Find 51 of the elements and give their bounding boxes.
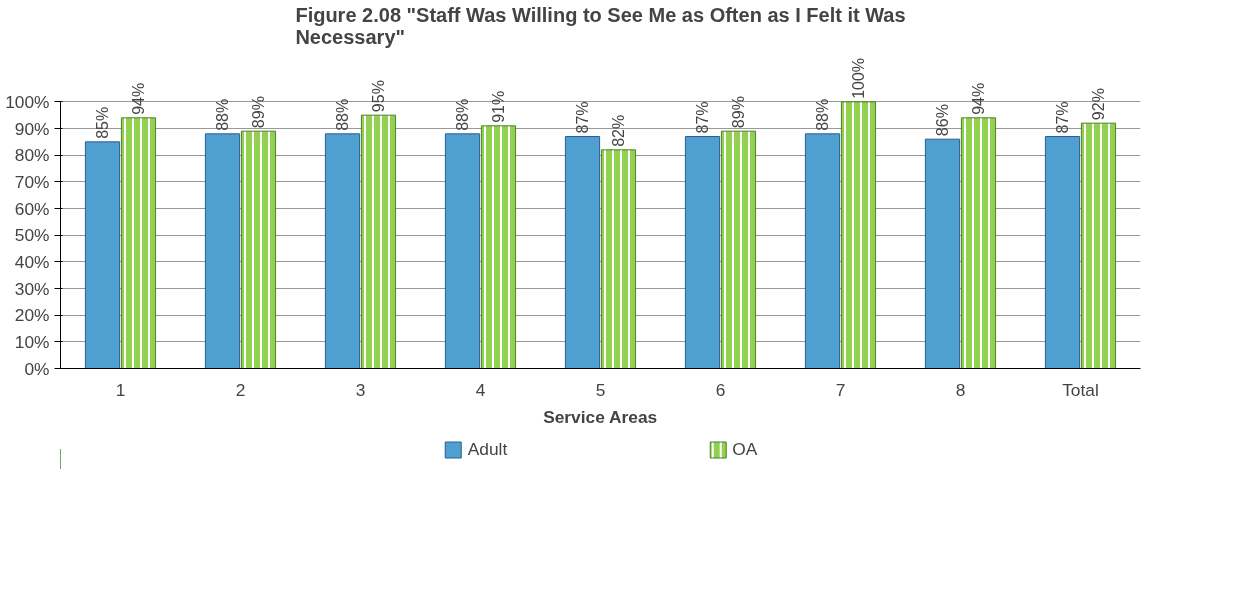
y-tick-label: 50%	[14, 225, 50, 246]
data-label: 95%	[370, 80, 387, 113]
bar	[804, 133, 841, 369]
y-tick-label: 90%	[14, 118, 50, 139]
data-label: 87%	[574, 101, 591, 134]
data-label: 88%	[454, 98, 471, 131]
data-label: 87%	[1054, 101, 1071, 134]
data-label: 89%	[730, 96, 747, 129]
y-tick-label: 80%	[14, 145, 50, 166]
data-label: 88%	[214, 98, 231, 131]
legend-label: OA	[732, 438, 758, 460]
y-tick-label: 40%	[14, 251, 50, 272]
data-label: 85%	[94, 106, 111, 139]
x-tick-label: 8	[955, 379, 966, 400]
bar	[204, 133, 241, 369]
bar	[1044, 136, 1081, 369]
data-label: 94%	[130, 82, 147, 115]
x-tick-label: 5	[595, 379, 606, 400]
x-tick-label: 2	[235, 379, 246, 400]
data-label: 94%	[970, 82, 987, 115]
data-label: 88%	[334, 98, 351, 131]
x-tick-label: Total	[1062, 379, 1099, 400]
bar	[84, 141, 121, 369]
bar	[444, 133, 481, 369]
bar	[924, 138, 961, 369]
x-tick-label: 3	[355, 379, 366, 400]
x-tick-label: 6	[715, 379, 726, 400]
x-axis-title: Service Areas	[543, 406, 658, 427]
x-tick-label: 4	[475, 379, 486, 400]
y-tick-label: 60%	[14, 198, 50, 219]
data-label: 88%	[814, 98, 831, 131]
data-label: 87%	[694, 101, 711, 134]
y-tick-label: 30%	[14, 278, 50, 299]
y-tick-label: 20%	[14, 305, 50, 326]
bar	[324, 133, 361, 369]
data-label: 82%	[610, 114, 627, 147]
data-label: 91%	[490, 90, 507, 123]
legend-label: Adult	[467, 438, 508, 460]
x-tick-label: 7	[835, 379, 846, 400]
y-tick-label: 70%	[14, 171, 50, 192]
bar	[564, 136, 601, 369]
data-label: 89%	[250, 96, 267, 129]
data-label: 86%	[934, 104, 951, 137]
data-label: 92%	[1090, 88, 1107, 121]
chart-title: Figure 2.08 "Staff Was Willing to See Me as Often as I Felt it Was Necessary"	[295, 3, 906, 48]
y-tick-label: 100%	[5, 91, 50, 112]
y-tick-label: 10%	[14, 331, 50, 352]
bar	[684, 136, 721, 369]
x-tick-label: 1	[115, 379, 126, 400]
y-tick-label: 0%	[24, 358, 50, 379]
data-label: 100%	[850, 57, 867, 99]
